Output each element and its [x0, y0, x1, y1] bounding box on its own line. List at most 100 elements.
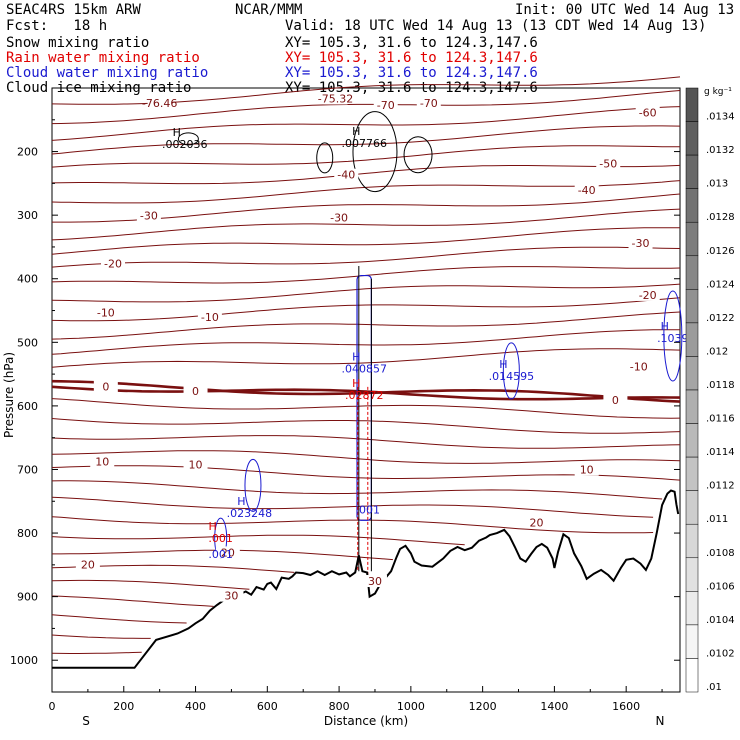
isotherm-label: 10 [580, 464, 594, 477]
isotherm-label-bg [215, 546, 240, 559]
colorbar-segment [685, 557, 699, 592]
isotherm-contour [51, 398, 681, 419]
colorbar-tick-label: .0106 [706, 581, 735, 592]
isotherm-label-bg [524, 516, 549, 529]
y-tick-label: 600 [17, 400, 38, 413]
isotherm-label: -60 [639, 106, 657, 119]
isotherm-label: 30 [368, 575, 382, 588]
colorbar-tick-label: .012 [706, 346, 728, 357]
isotherm-label: -76.46 [142, 97, 177, 110]
hydrometeor-contours [177, 111, 683, 584]
isotherm-label: 20 [529, 517, 543, 530]
isotherm-contour [51, 534, 465, 546]
max-value: .001 [208, 548, 233, 561]
org-label: NCAR/MMM [235, 2, 303, 18]
contour-labels: -76.46 -75.32 -70 -70 -60 -50 -40 -40 -30 -30 -30 -… [75, 92, 689, 603]
colorbar-tick-label: .0134 [706, 112, 735, 123]
isotherm-label: -70 [420, 97, 438, 110]
x-tick-label: 200 [113, 700, 134, 713]
cloud-water-blob [244, 458, 262, 512]
colorbar-segment [685, 289, 699, 324]
plot-frame [51, 87, 681, 693]
colorbar-segment [685, 121, 699, 156]
isotherm-label-bg [596, 157, 621, 170]
cloud-ice-blob [352, 111, 398, 193]
isotherm-label-bg [327, 211, 352, 224]
isotherm-label-bg [183, 458, 208, 471]
colorbar-segment [685, 490, 699, 525]
isotherm-label: 0 [102, 380, 109, 393]
valid-time: Valid: 18 UTC Wed 14 Aug 13 (13 CDT Wed … [285, 18, 707, 34]
y-tick-label: 300 [17, 209, 38, 222]
freezing-level-contour [51, 385, 681, 401]
isotherm-label-bg [136, 209, 161, 222]
colorbar-tick-label: .0118 [706, 380, 735, 391]
isotherm-label-bg [635, 288, 660, 301]
isotherm-contour [51, 496, 654, 518]
isotherm-label: 30 [224, 590, 238, 603]
colorbar-tick-label: .011 [706, 514, 728, 525]
max-value: .001 [356, 504, 381, 517]
isotherm-label-bg [628, 236, 653, 249]
isotherm-label: -40 [578, 184, 596, 197]
cloud-water-blob [502, 342, 520, 400]
model-title: SEAC4RS 15km ARW [6, 2, 141, 18]
isotherm-contour [51, 516, 654, 534]
isotherm-label: 0 [192, 385, 199, 398]
isotherm-label-bg [183, 384, 208, 397]
colorbar-tick-label: .0112 [706, 481, 735, 492]
x-tick-label: 800 [329, 700, 350, 713]
isotherm-contour [51, 145, 680, 168]
isotherm-label-bg [323, 92, 348, 105]
isotherm-label-bg [635, 106, 660, 119]
y-tick-label: 500 [17, 336, 38, 349]
colorbar-segment [685, 188, 699, 223]
max-value: .007766 [341, 137, 387, 150]
isotherm-label-bg [373, 98, 398, 111]
isotherm-contour [51, 651, 142, 654]
isotherm-label: -20 [104, 258, 122, 271]
isotherm-label-bg [574, 463, 599, 476]
colorbar-tick-label: .0128 [706, 212, 735, 223]
x-tick-label: 1600 [612, 700, 640, 713]
y-tick-label: 800 [17, 527, 38, 540]
isotherm-contour [51, 227, 681, 255]
isotherm-label-bg [219, 589, 244, 602]
max-value: .001 [208, 532, 233, 545]
cloud-water-blob [663, 290, 683, 382]
max-marker: H [209, 520, 217, 533]
isotherm-label-bg [147, 96, 172, 109]
isotherm-label: -20 [639, 289, 657, 302]
x-axis-label: Distance (km) [324, 714, 408, 728]
isotherm-contour [51, 614, 187, 624]
x-tick-label: 1200 [469, 700, 497, 713]
y-tick-label: 400 [17, 273, 38, 286]
isotherm-contour [51, 125, 681, 155]
colorbar-segment [685, 255, 699, 290]
field-name-rain: Rain water mixing ratio [6, 50, 200, 66]
y-tick-label: 700 [17, 463, 38, 476]
isotherm-label-bg [362, 575, 387, 588]
isotherm-label-bg [93, 380, 118, 393]
isotherm-label: 0 [612, 394, 619, 407]
init-time: Init: 00 UTC Wed 14 Aug 13 [515, 2, 735, 18]
field-xy-cloud-water: XY= 105.3, 31.6 to 124.3,147.6 [285, 65, 538, 81]
colorbar-tick-label: .01 [706, 682, 722, 693]
cloud-ice-blob [403, 136, 433, 174]
isotherm-contour [51, 579, 250, 590]
isotherm-label: 10 [95, 455, 109, 468]
colorbar-segment [685, 389, 699, 424]
isotherm-contour [51, 634, 151, 639]
field-xy-rain: XY= 105.3, 31.6 to 124.3,147.6 [285, 50, 538, 66]
colorbar-segment [685, 356, 699, 391]
isotherm-contour [51, 90, 681, 125]
isotherm-contour [51, 379, 681, 403]
max-marker: H [661, 320, 669, 333]
max-value: .002036 [162, 138, 208, 151]
isotherm-label-bg [90, 455, 115, 468]
isotherm-label: 20 [221, 546, 235, 559]
max-value: .1039 [657, 332, 689, 345]
cloud-ice-blob [316, 142, 334, 174]
